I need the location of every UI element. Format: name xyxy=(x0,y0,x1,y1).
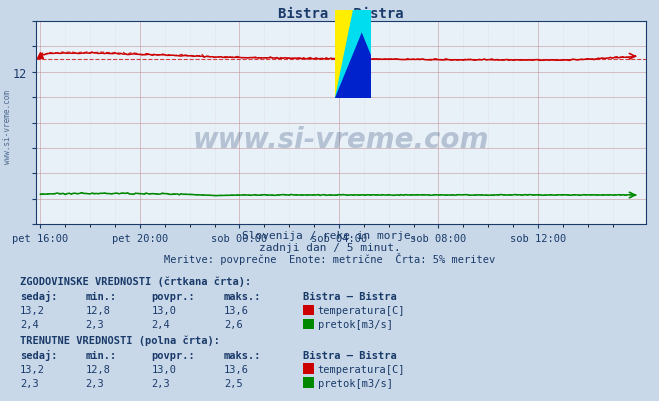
Text: maks.:: maks.: xyxy=(224,350,262,360)
Polygon shape xyxy=(335,11,353,99)
Text: 13,2: 13,2 xyxy=(20,306,45,316)
Text: 13,0: 13,0 xyxy=(152,306,177,316)
Text: 12,8: 12,8 xyxy=(86,306,111,316)
Text: sedaj:: sedaj: xyxy=(20,349,57,360)
Text: 2,4: 2,4 xyxy=(20,320,38,330)
Text: TRENUTNE VREDNOSTI (polna črta):: TRENUTNE VREDNOSTI (polna črta): xyxy=(20,334,219,345)
Text: Bistra – Bistra: Bistra – Bistra xyxy=(303,350,397,360)
Text: 2,3: 2,3 xyxy=(20,378,38,388)
Text: 2,5: 2,5 xyxy=(224,378,243,388)
Text: 12,8: 12,8 xyxy=(86,364,111,374)
Text: 13,0: 13,0 xyxy=(152,364,177,374)
Text: zadnji dan / 5 minut.: zadnji dan / 5 minut. xyxy=(258,243,401,253)
Text: 2,3: 2,3 xyxy=(86,320,104,330)
Text: povpr.:: povpr.: xyxy=(152,350,195,360)
Text: Bistra – Bistra: Bistra – Bistra xyxy=(303,292,397,302)
Title: Bistra - Bistra: Bistra - Bistra xyxy=(278,7,404,21)
Text: povpr.:: povpr.: xyxy=(152,292,195,302)
Text: Slovenija / reke in morje.: Slovenija / reke in morje. xyxy=(242,231,417,241)
Text: 13,2: 13,2 xyxy=(20,364,45,374)
Text: 2,3: 2,3 xyxy=(86,378,104,388)
Text: ZGODOVINSKE VREDNOSTI (črtkana črta):: ZGODOVINSKE VREDNOSTI (črtkana črta): xyxy=(20,276,251,287)
Text: min.:: min.: xyxy=(86,350,117,360)
Text: temperatura[C]: temperatura[C] xyxy=(318,364,405,374)
Text: 2,6: 2,6 xyxy=(224,320,243,330)
Text: min.:: min.: xyxy=(86,292,117,302)
Text: 2,4: 2,4 xyxy=(152,320,170,330)
Text: pretok[m3/s]: pretok[m3/s] xyxy=(318,320,393,330)
Text: 13,6: 13,6 xyxy=(224,306,249,316)
Text: 2,3: 2,3 xyxy=(152,378,170,388)
Polygon shape xyxy=(335,11,371,99)
Text: pretok[m3/s]: pretok[m3/s] xyxy=(318,378,393,388)
Text: maks.:: maks.: xyxy=(224,292,262,302)
Text: www.si-vreme.com: www.si-vreme.com xyxy=(3,89,13,163)
Text: Meritve: povprečne  Enote: metrične  Črta: 5% meritev: Meritve: povprečne Enote: metrične Črta:… xyxy=(164,253,495,265)
Text: 13,6: 13,6 xyxy=(224,364,249,374)
Polygon shape xyxy=(335,11,371,99)
Text: temperatura[C]: temperatura[C] xyxy=(318,306,405,316)
Text: sedaj:: sedaj: xyxy=(20,291,57,302)
Text: www.si-vreme.com: www.si-vreme.com xyxy=(193,126,489,154)
Polygon shape xyxy=(353,11,371,55)
